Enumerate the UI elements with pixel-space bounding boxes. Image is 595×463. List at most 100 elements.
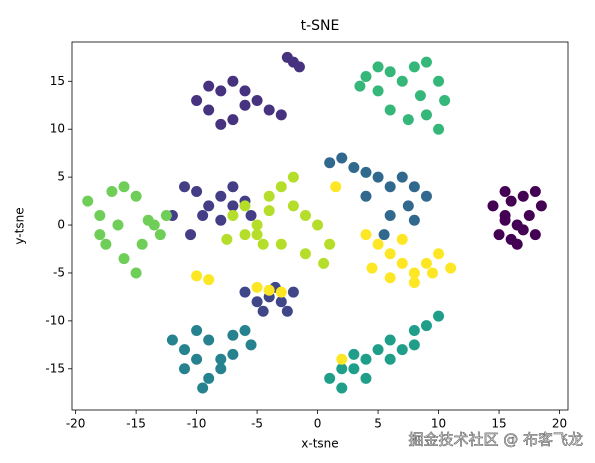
plot-area (82, 51, 547, 394)
point (160, 209, 172, 221)
point (215, 353, 227, 365)
point (239, 324, 251, 336)
point (166, 334, 178, 346)
point (257, 305, 269, 317)
point (420, 109, 432, 121)
point (529, 186, 541, 197)
point (408, 181, 420, 193)
point (378, 229, 390, 241)
point (384, 209, 396, 221)
point (360, 229, 372, 241)
point (408, 324, 420, 336)
point (215, 118, 227, 130)
x-tick-label: -20 (66, 417, 86, 431)
x-tick-label: -10 (187, 417, 207, 431)
point (420, 56, 432, 68)
y-tick-label: 10 (50, 122, 65, 136)
point (239, 99, 251, 111)
point (227, 348, 239, 360)
point (433, 310, 445, 322)
point (112, 219, 124, 231)
point (414, 90, 426, 102)
point (324, 372, 336, 384)
point (336, 152, 348, 164)
x-tick-label: 0 (314, 417, 322, 431)
point (384, 66, 396, 78)
point (287, 200, 299, 212)
point (396, 75, 408, 87)
point (251, 229, 263, 241)
point (312, 219, 324, 231)
point (94, 209, 106, 221)
point (257, 238, 269, 250)
point (439, 94, 451, 106)
point (179, 344, 191, 356)
x-tick-label: 5 (374, 417, 382, 431)
point (203, 104, 215, 116)
point (263, 284, 275, 296)
point (245, 339, 257, 351)
point (130, 190, 142, 202)
point (227, 75, 239, 87)
point (245, 209, 257, 221)
point (227, 200, 239, 212)
point (433, 248, 445, 260)
point (82, 195, 94, 207)
point (384, 248, 396, 260)
point (420, 190, 432, 202)
point (130, 267, 142, 279)
point (360, 372, 372, 384)
point (203, 200, 215, 212)
point (330, 181, 342, 193)
point (372, 238, 384, 250)
point (227, 181, 239, 193)
point (191, 270, 203, 282)
point (499, 209, 511, 221)
point (239, 229, 251, 241)
point (263, 104, 275, 116)
point (239, 85, 251, 97)
point (221, 233, 233, 245)
point (251, 94, 263, 106)
point (420, 257, 432, 269)
point (275, 109, 287, 121)
point (372, 344, 384, 356)
point (185, 229, 197, 241)
point (384, 334, 396, 346)
point (505, 195, 517, 207)
x-tick-label: 10 (431, 417, 446, 431)
point (348, 348, 360, 360)
x-tick-label: -5 (251, 417, 263, 431)
point (372, 171, 384, 183)
point (433, 123, 445, 135)
y-tick-label: 0 (57, 218, 65, 232)
x-tick-label: 20 (552, 417, 567, 431)
point (154, 229, 166, 241)
point (203, 372, 215, 384)
point (384, 353, 396, 365)
point (191, 353, 203, 365)
point (191, 94, 203, 106)
y-tick-label: 5 (57, 170, 65, 184)
point (106, 186, 118, 197)
point (396, 257, 408, 269)
point (215, 85, 227, 97)
point (263, 205, 275, 217)
point (366, 262, 378, 274)
point (348, 363, 360, 375)
point (493, 229, 505, 241)
point (384, 104, 396, 116)
point (299, 248, 311, 260)
point (197, 382, 209, 394)
point (511, 238, 523, 250)
point (396, 344, 408, 356)
y-tick-label: -5 (53, 265, 65, 279)
point (118, 253, 130, 265)
point (324, 157, 336, 169)
y-tick-label: -10 (45, 313, 65, 327)
point (384, 272, 396, 284)
point (215, 363, 227, 375)
point (396, 171, 408, 183)
point (239, 200, 251, 212)
point (191, 324, 203, 336)
